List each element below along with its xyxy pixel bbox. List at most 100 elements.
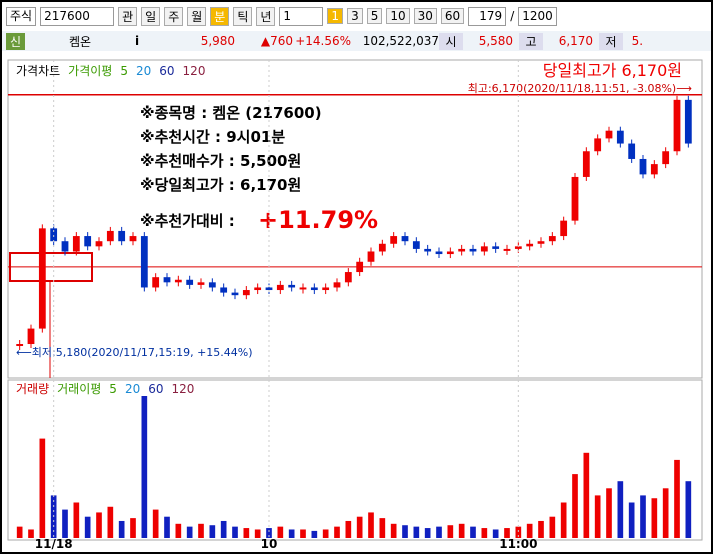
- candle: [38, 228, 46, 329]
- candle: [684, 99, 692, 144]
- volume-bar: [130, 518, 136, 538]
- label: 저: [599, 32, 624, 50]
- candle: [458, 248, 466, 252]
- candle: [435, 251, 443, 255]
- candle: [446, 251, 454, 255]
- volume-bar: [300, 529, 306, 538]
- candle: [367, 251, 375, 262]
- candle: [95, 241, 103, 247]
- volume-bar: [266, 528, 272, 538]
- volume-bar: [583, 452, 590, 538]
- minute[interactable]: 60: [440, 8, 465, 24]
- minute[interactable]: 30: [413, 8, 437, 24]
- toolbar: 주식 217600 관 일 주 월 분 틱 년 1 1 3 5 10 30 60…: [2, 6, 711, 26]
- note: ※추천매수가 : 5,500원: [140, 152, 301, 170]
- note: ※당일최고가 : 6,170원: [140, 176, 301, 194]
- tag: 신: [6, 32, 26, 50]
- volume-bar: [141, 396, 148, 538]
- candle: [322, 287, 330, 291]
- note: ※추천시간 : 9시01분: [140, 128, 285, 146]
- candle: [231, 292, 239, 296]
- volume-bar: [73, 502, 80, 538]
- candle: [571, 176, 579, 221]
- volume-bar: [390, 523, 397, 538]
- volume-bar: [504, 528, 510, 538]
- legend-item: 60: [159, 64, 174, 78]
- volume-bar: [243, 528, 250, 538]
- top-title: 당일최고가 6,170원: [543, 61, 682, 80]
- minute[interactable]: 3: [347, 8, 363, 24]
- candle: [208, 282, 216, 288]
- label: 시: [439, 32, 464, 50]
- candle: [605, 130, 613, 139]
- volume-bar: [572, 474, 578, 538]
- minute[interactable]: 5: [366, 8, 383, 24]
- candle: [106, 230, 114, 242]
- candle: [174, 279, 182, 283]
- min-note: ⟵최저:5,180(2020/11/17,15:19, +15.44%): [16, 346, 253, 359]
- candle: [118, 230, 126, 242]
- volume-bar: [515, 526, 522, 538]
- candle: [390, 236, 398, 244]
- link-button[interactable]: 관: [118, 6, 138, 26]
- candle: [616, 130, 624, 144]
- candle: [152, 277, 160, 288]
- legend-item: 거래량: [16, 382, 49, 396]
- candle: [401, 236, 409, 242]
- slash: /: [510, 9, 515, 23]
- legend-item: 120: [172, 382, 195, 396]
- total-input[interactable]: 1200: [518, 6, 557, 26]
- candle: [514, 246, 522, 249]
- volume-bar: [28, 529, 34, 538]
- volume-panel: [7, 379, 703, 541]
- legend-item: 60: [148, 382, 163, 396]
- period[interactable]: 주: [164, 6, 184, 26]
- candle: [582, 151, 590, 177]
- candle: [639, 158, 647, 175]
- candle: [61, 241, 69, 252]
- candle: [469, 248, 477, 252]
- period[interactable]: 년: [256, 6, 276, 26]
- volume-bar: [356, 516, 363, 538]
- legend-item: 5: [120, 64, 128, 78]
- period[interactable]: 틱: [233, 6, 253, 26]
- candle: [197, 282, 205, 285]
- minute[interactable]: 10: [386, 8, 410, 24]
- candle: [288, 284, 296, 288]
- volume-bar: [594, 495, 601, 538]
- volume-bar: [526, 523, 533, 538]
- volume-bar: [198, 523, 204, 538]
- volume-bar: [628, 502, 635, 538]
- volume-bar: [492, 529, 499, 538]
- volume: 102,522,037: [362, 34, 440, 48]
- x-tick-label: 11/18: [35, 537, 73, 551]
- period[interactable]: 분: [210, 6, 230, 26]
- code-input[interactable]: 217600: [40, 6, 115, 26]
- candle: [163, 277, 171, 283]
- market-select[interactable]: 주식: [6, 6, 37, 26]
- volume-bar: [220, 520, 227, 538]
- volume-bar: [254, 529, 261, 538]
- low: 5.: [631, 34, 644, 48]
- candle: [492, 246, 500, 249]
- high: 6,170: [558, 34, 594, 48]
- x-tick-label: 10: [261, 537, 278, 551]
- candle: [333, 282, 341, 288]
- period[interactable]: 일: [141, 6, 161, 26]
- period[interactable]: 월: [187, 6, 207, 26]
- candle: [424, 248, 432, 252]
- candle: [378, 243, 386, 252]
- count-input[interactable]: 179: [468, 6, 507, 26]
- legend-item: 가격이평: [68, 64, 112, 78]
- volume-bar: [334, 526, 340, 538]
- volume-bar: [311, 530, 318, 538]
- info-button[interactable]: i: [135, 34, 140, 48]
- volume-bar: [402, 525, 408, 538]
- minute[interactable]: 1: [327, 8, 344, 24]
- volume-bar: [96, 512, 102, 538]
- candle: [27, 328, 35, 345]
- quote-bar: 신 켐온 i 5,980 ▲760 +14.56% 102,522,037 시 …: [2, 31, 711, 51]
- volume-bar: [640, 495, 646, 538]
- interval-input[interactable]: 1: [279, 6, 324, 26]
